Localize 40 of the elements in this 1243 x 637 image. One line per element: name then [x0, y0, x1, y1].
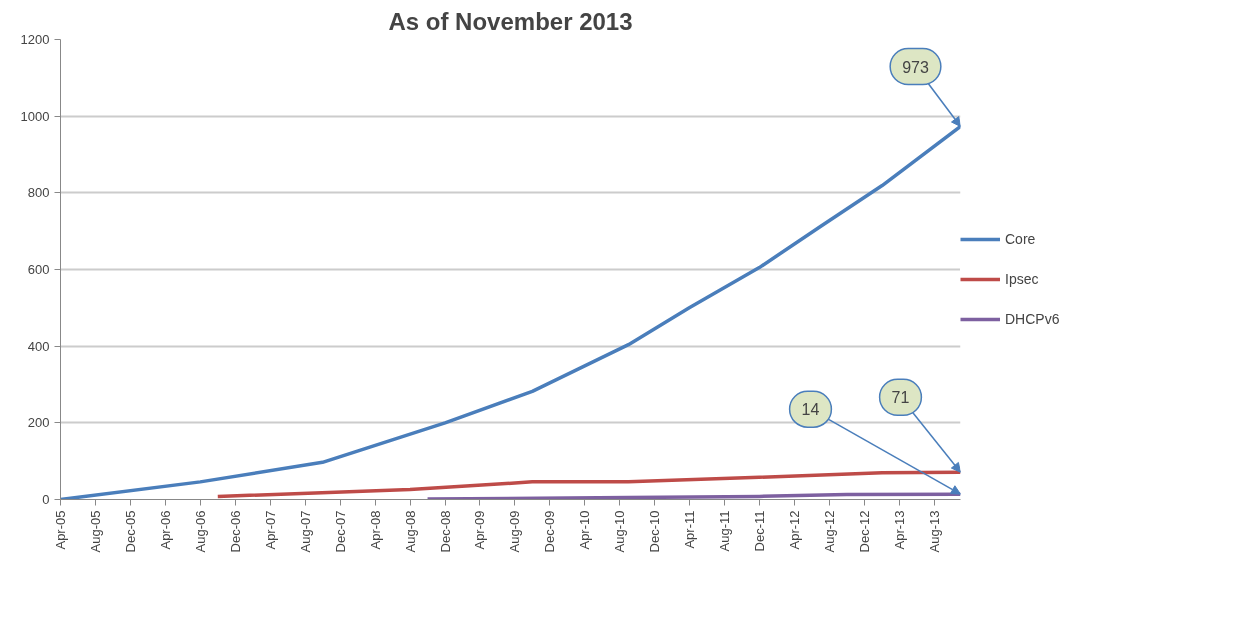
x-tick-label: Apr-05 [53, 510, 68, 550]
y-tick-label: 1200 [20, 32, 50, 47]
x-tick-label: Aug-05 [88, 510, 104, 553]
x-tick-label: Aug-06 [192, 510, 208, 553]
y-tick-label: 1000 [20, 108, 50, 124]
x-tick-label: Dec-05 [123, 510, 139, 553]
legend-label: DHCPv6 [1005, 311, 1060, 327]
x-tick-label: Aug-11 [716, 510, 732, 552]
x-tick-label: Aug-07 [297, 510, 313, 553]
x-tick-label: Dec-10 [647, 510, 663, 553]
y-tick-label: 400 [27, 338, 50, 354]
x-tick-label: Dec-06 [227, 510, 243, 553]
x-tick-label: Apr-11 [681, 510, 697, 549]
x-tick-label: Apr-07 [262, 510, 278, 550]
annotation: 14 [801, 401, 820, 419]
x-tick-label: Apr-08 [367, 510, 383, 550]
x-tick-label: Aug-10 [612, 510, 628, 553]
y-tick-label: 200 [27, 415, 50, 431]
chart-title: As of November 2013 [388, 7, 633, 35]
x-tick-label: Apr-06 [157, 510, 173, 550]
y-tick-label: 600 [27, 262, 50, 277]
x-tick-label: Dec-07 [332, 510, 348, 553]
x-tick-label: Dec-09 [542, 510, 558, 553]
x-tick-label: Dec-12 [856, 510, 872, 553]
annotation: 71 [891, 389, 910, 407]
x-tick-label: Apr-10 [577, 510, 593, 550]
x-tick-label: Aug-12 [821, 510, 837, 553]
legend-label: Core [1005, 231, 1036, 247]
x-tick-label: Aug-13 [926, 510, 942, 553]
x-tick-label: Apr-12 [786, 510, 802, 550]
x-tick-label: Apr-09 [472, 510, 488, 550]
x-tick-label: Apr-13 [891, 510, 907, 550]
x-tick-label: Aug-08 [402, 510, 418, 553]
x-tick-label: Dec-08 [437, 510, 453, 553]
x-tick-label: Dec-11 [751, 510, 767, 552]
annotation: 973 [902, 58, 929, 76]
y-tick-label: 800 [27, 185, 50, 201]
legend-label: Ipsec [1005, 271, 1039, 287]
y-tick-label: 0 [42, 492, 50, 507]
x-tick-label: Aug-09 [507, 510, 523, 553]
